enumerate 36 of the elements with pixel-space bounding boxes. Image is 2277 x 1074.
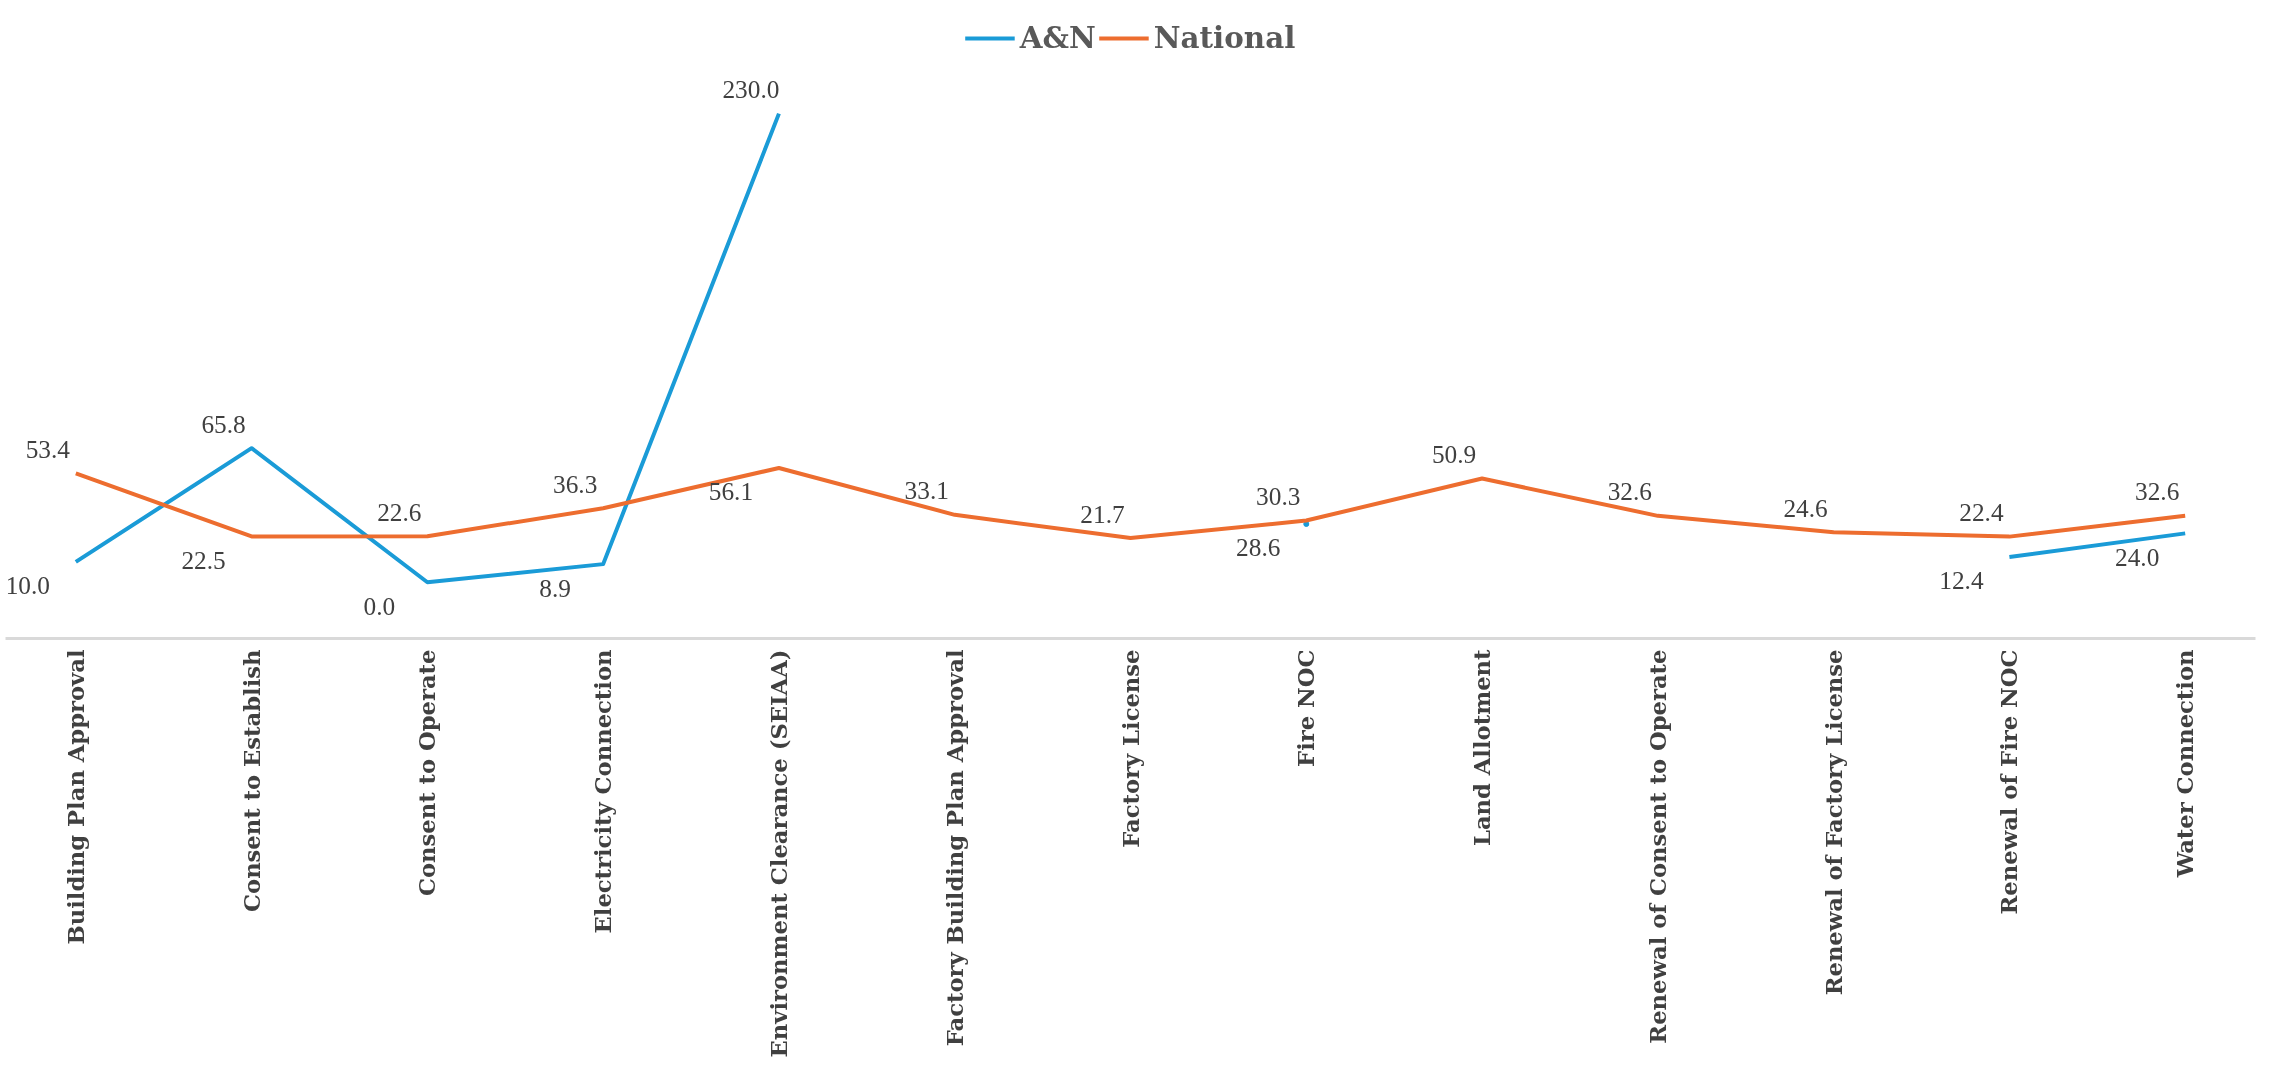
legend-label: National — [1153, 20, 1296, 55]
data-label: 65.8 — [201, 409, 246, 438]
data-label: 22.5 — [181, 545, 226, 574]
data-label: 22.6 — [377, 497, 422, 526]
data-label: 24.0 — [2115, 542, 2160, 571]
x-tick-label: Factory License — [1117, 649, 1144, 848]
x-tick-label: Water Connection — [2172, 649, 2199, 879]
x-tick-label: Fire NOC — [1293, 649, 1320, 767]
x-tick-label: Renewal of Factory License — [1820, 649, 1847, 996]
data-label: 22.4 — [1959, 498, 2004, 527]
x-tick-label: Renewal of Fire NOC — [1996, 649, 2023, 915]
data-label: 8.9 — [539, 573, 571, 602]
data-label: 230.0 — [722, 75, 780, 104]
x-tick-label: Environment Clearance (SEIAA) — [765, 649, 792, 1058]
data-label: 10.0 — [5, 571, 50, 600]
data-label: 32.6 — [1607, 477, 1653, 506]
data-label: 24.6 — [1783, 493, 1828, 522]
data-label: 36.3 — [552, 469, 598, 498]
data-label: 33.1 — [904, 476, 949, 505]
legend-label: A&N — [1019, 20, 1096, 55]
data-label: 56.1 — [708, 477, 754, 506]
data-label: 30.3 — [1256, 482, 1301, 511]
x-tick-label: Consent to Operate — [414, 649, 441, 897]
x-tick-label: Electricity Connection — [590, 649, 617, 934]
x-tick-label: Building Plan Approval — [62, 649, 89, 945]
data-label: 50.9 — [1431, 440, 1477, 469]
data-label: 32.6 — [2135, 477, 2180, 506]
data-label: 21.7 — [1080, 499, 1125, 528]
x-tick-label: Factory Building Plan Approval — [941, 649, 968, 1047]
x-tick-label: Consent to Establish — [238, 649, 265, 913]
data-label: 53.4 — [25, 434, 71, 463]
data-label: 0.0 — [363, 591, 396, 620]
x-tick-label: Renewal of Consent to Operate — [1644, 649, 1671, 1044]
data-label: 12.4 — [1939, 566, 1984, 595]
data-label: 28.6 — [1236, 533, 1281, 562]
x-tick-label: Land Allotment — [1469, 648, 1496, 847]
